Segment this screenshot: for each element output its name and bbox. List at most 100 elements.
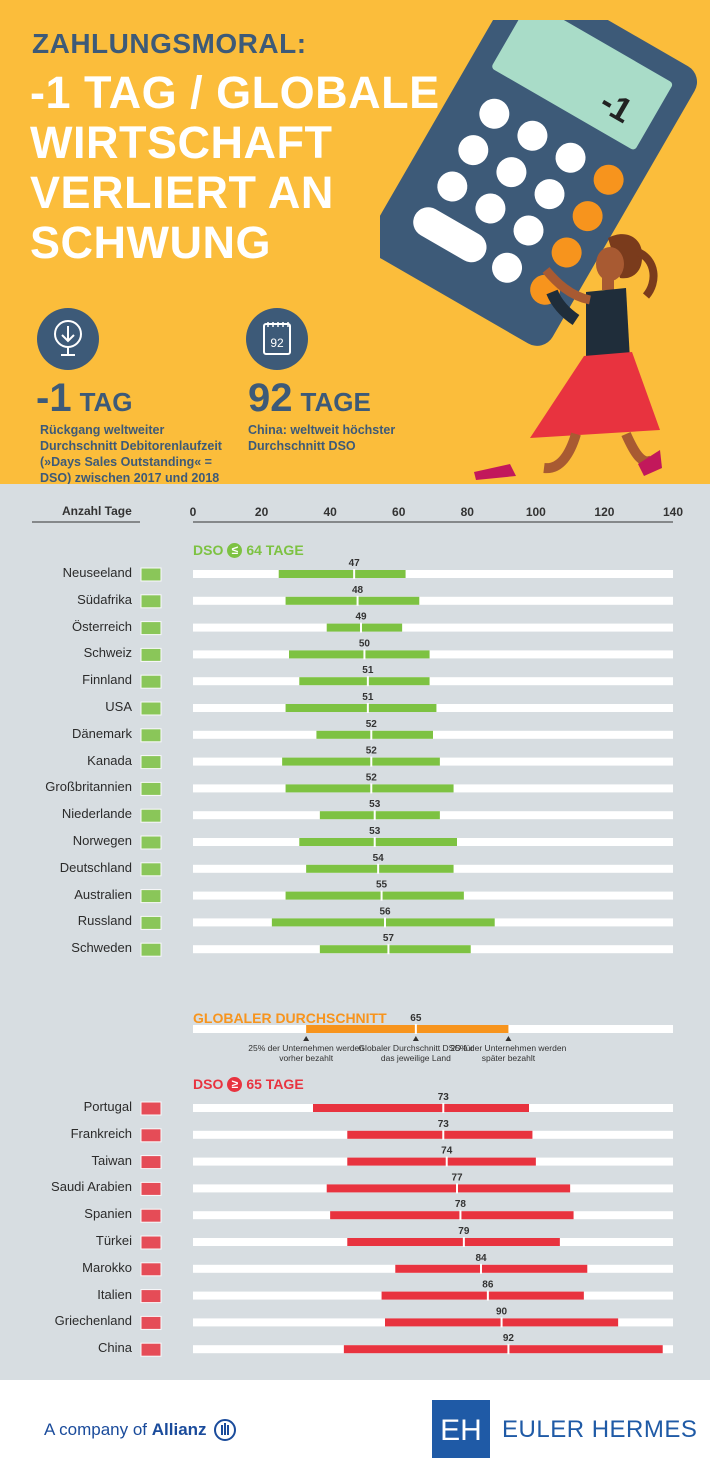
bar-track (193, 623, 673, 632)
country-flag-icon (140, 1262, 162, 1277)
median-value-label: 79 (458, 1226, 470, 1237)
dso-chart: 0 20 40 60 80 100 120 140 47 48 49 50 51 51 52 52 52 53 53… (32, 505, 683, 1357)
country-flag-icon (140, 1289, 162, 1304)
median-value-label: 90 (496, 1306, 508, 1317)
range-bar (347, 1157, 536, 1166)
country-label: Finnland (82, 672, 132, 688)
median-marker (370, 756, 373, 767)
country-flag-icon (140, 728, 162, 743)
range-bar (343, 1345, 663, 1354)
country-flag-icon (140, 1181, 162, 1196)
country-flag-icon (140, 1342, 162, 1357)
median-value-label: 50 (359, 638, 371, 649)
median-value-label: 57 (383, 933, 395, 944)
country-flag-icon (140, 674, 162, 689)
svg-text:EH: EH (440, 1414, 482, 1447)
country-label: Taiwan (91, 1152, 132, 1168)
country-label: Deutschland (59, 859, 132, 875)
median-value-label: 49 (355, 612, 367, 623)
country-label: USA (105, 699, 132, 714)
range-bar (306, 864, 454, 873)
median-marker (486, 1290, 489, 1301)
group-label: DSO ≥65 TAGE (193, 1076, 304, 1092)
range-bar (347, 1238, 560, 1246)
x-tick-label: 100 (526, 505, 546, 519)
median-marker (373, 837, 376, 847)
country-label: Norwegen (72, 833, 132, 848)
country-label: Griechenland (54, 1313, 132, 1329)
allianz-logo-icon (214, 1419, 236, 1441)
median-marker (442, 1129, 445, 1140)
range-bar (395, 1264, 588, 1273)
country-label: Dänemark (72, 725, 132, 741)
median-marker (366, 676, 369, 687)
woman-figure (474, 234, 662, 480)
euler-hermes-logo-icon: EH (432, 1400, 490, 1458)
country-label: Neuseeland (62, 565, 132, 580)
median-marker (380, 890, 383, 901)
country-label: Australien (74, 886, 132, 902)
median-value-label: 53 (369, 799, 381, 810)
country-label: Kanada (87, 752, 132, 768)
range-bar (271, 918, 495, 927)
range-bar (285, 596, 420, 605)
stat-1-description: Rückgang weltweiter Durchschnitt Debitor… (40, 423, 222, 484)
country-flag-icon (140, 621, 162, 636)
median-value-label: 52 (366, 772, 378, 783)
calculator-illustration: -1 (380, 20, 698, 480)
country-flag-icon (140, 1208, 162, 1223)
global-average-note: Globaler Durchschnitt DSO für das jeweil… (358, 1043, 474, 1063)
median-value-label: 54 (373, 853, 385, 864)
range-bar (326, 623, 403, 632)
country-flag-icon (140, 1315, 162, 1330)
range-bar (316, 730, 433, 739)
x-tick-label: 80 (461, 505, 475, 519)
median-value-label: 56 (379, 906, 391, 917)
country-flag-icon (140, 915, 162, 930)
country-flag-icon (140, 942, 162, 957)
country-label: Niederlande (61, 806, 132, 822)
country-label: Schweden (71, 940, 132, 956)
x-tick-label: 0 (190, 505, 197, 519)
country-flag-icon (140, 1128, 162, 1143)
median-marker (360, 622, 362, 633)
global-average-median (414, 1024, 417, 1034)
country-flag-icon (140, 1101, 162, 1116)
median-value-label: 74 (441, 1146, 453, 1157)
country-label: Saudi Arabien (51, 1179, 132, 1195)
median-marker (442, 1103, 445, 1113)
headline: -1 TAG / GLOBALE WIRTSCHAFT VERLIERT AN … (30, 67, 440, 268)
stat-2-description: China: weltweit höchster Durchschnitt DS… (248, 423, 396, 453)
country-flag-icon (140, 755, 162, 770)
country-label: Portugal (83, 1099, 132, 1114)
range-bar (313, 1104, 529, 1112)
global-average-label: GLOBALER DURCHSCHNITT (193, 1010, 387, 1026)
country-flag-icon (140, 647, 162, 662)
country-label: Spanien (84, 1206, 132, 1222)
group-label: DSO ≤64 TAGE (193, 542, 304, 558)
stat-1-value: -1 TAG (36, 376, 133, 420)
median-marker (366, 703, 369, 713)
range-bar (285, 784, 454, 793)
median-marker (353, 569, 356, 579)
range-bar (299, 677, 430, 686)
calendar-icon-number: 92 (270, 336, 284, 350)
country-label: Frankreich (70, 1125, 132, 1141)
bar-track (193, 650, 673, 659)
pointer-arrow (505, 1036, 512, 1041)
median-marker (462, 1237, 465, 1247)
country-label: Marokko (82, 1259, 132, 1275)
median-value-label: 86 (482, 1280, 494, 1291)
median-marker (370, 783, 373, 794)
country-label: Italien (97, 1286, 132, 1302)
range-bar (319, 945, 471, 954)
country-flag-icon (140, 835, 162, 850)
country-label: Südafrika (77, 591, 132, 607)
median-value-label: 52 (366, 719, 378, 730)
country-flag-icon (140, 862, 162, 877)
country-label: Österreich (72, 618, 132, 634)
country-flag-icon (140, 1235, 162, 1250)
median-marker (480, 1263, 482, 1274)
country-flag-icon (140, 1155, 162, 1170)
median-marker (370, 729, 373, 740)
